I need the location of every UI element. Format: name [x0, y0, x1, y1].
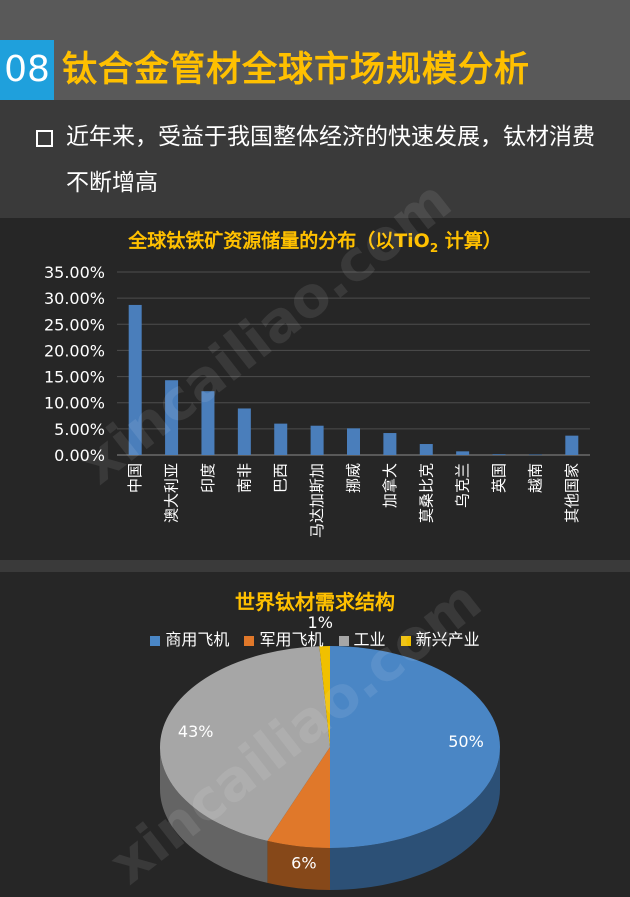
bar: [492, 454, 506, 455]
x-tick-label: 越南: [526, 463, 544, 493]
legend-swatch: [400, 635, 411, 646]
bar: [383, 433, 397, 455]
pie-slice: [160, 646, 330, 841]
y-tick-label: 0.00%: [54, 446, 105, 465]
pie-data-label: 6%: [291, 853, 316, 872]
y-tick-label: 35.00%: [44, 263, 105, 282]
bar: [310, 425, 324, 455]
intro-text: 近年来，受益于我国整体经济的快速发展，钛材消费不断增高: [66, 124, 595, 196]
bar: [419, 444, 433, 455]
legend-item-military: 军用飞机: [244, 626, 323, 650]
y-tick-label: 15.00%: [44, 368, 105, 387]
x-tick-label: 南非: [235, 463, 253, 493]
bar-chart-title-subscript: 2: [429, 240, 439, 255]
x-tick-label: 其他国家: [563, 463, 581, 523]
bar-chart-title-end: 计算）: [438, 230, 502, 252]
pie-data-label: 43%: [178, 722, 214, 741]
pie-data-label: 1%: [308, 613, 333, 632]
pie-slice-side: [160, 747, 268, 883]
bar-chart-panel: 0.00% 5.00% 10.00% 15.00% 20.00% 25.00% 30.00%…: [0, 218, 630, 558]
bar: [565, 435, 579, 455]
bar: [347, 428, 360, 455]
legend-label: 工业: [353, 630, 386, 649]
y-tick-label: 30.00%: [44, 289, 105, 308]
x-tick-label: 挪威: [345, 463, 363, 493]
y-tick-label: 20.00%: [44, 341, 105, 360]
pie-chart: 50% 6% 43% 1%: [160, 613, 500, 890]
x-tick-label: 马达加斯加: [308, 463, 326, 538]
bar: [274, 423, 288, 455]
pie-chart-title: 世界钛材需求结构: [235, 590, 395, 614]
bar-chart: 0.00% 5.00% 10.00% 15.00% 20.00% 25.00% 30.00%…: [44, 263, 590, 538]
bar: [237, 408, 251, 455]
legend-label: 军用飞机: [259, 630, 324, 649]
bar: [528, 454, 542, 456]
header-bar: 08 钛合金管材全球市场规模分析: [0, 0, 630, 100]
bar-chart-title: 全球钛铁矿资源储量的分布（以TiO2 计算）: [0, 226, 630, 255]
bar: [201, 391, 215, 455]
legend-item-industry: 工业: [338, 626, 386, 650]
legend-item-emerging: 新兴产业: [400, 626, 480, 650]
legend-swatch: [150, 635, 161, 646]
y-tick-label: 5.00%: [54, 420, 105, 439]
x-tick-label: 乌克兰: [454, 463, 472, 508]
pie-slice: [319, 646, 330, 747]
legend-label: 新兴产业: [415, 630, 480, 649]
pie-chart-panel: 50% 6% 43% 1% 世界钛材需求结构 商用飞机 军用飞机 工业 新兴产业: [0, 572, 630, 896]
y-tick-label: 10.00%: [44, 394, 105, 413]
legend-item-commercial: 商用飞机: [150, 626, 229, 650]
x-tick-label: 莫桑比克: [417, 463, 435, 523]
bar: [165, 380, 179, 455]
x-tick-label: 中国: [126, 463, 144, 493]
pie-slice-side: [267, 840, 330, 890]
square-bullet-icon: [36, 130, 53, 147]
y-tick-label: 25.00%: [44, 315, 105, 334]
x-tick-label: 巴西: [272, 463, 290, 493]
bar: [456, 451, 470, 455]
section-divider: [0, 560, 630, 572]
bar-chart-title-main: 全球钛铁矿资源储量的分布（以TiO: [128, 230, 430, 252]
pie-slice-side: [330, 747, 500, 890]
page-title: 钛合金管材全球市场规模分析: [62, 50, 531, 90]
pie-legend: 商用飞机 军用飞机 工业 新兴产业: [0, 626, 630, 650]
legend-label: 商用飞机: [165, 630, 230, 649]
legend-swatch: [338, 635, 349, 646]
pie-slice: [267, 747, 330, 848]
x-tick-label: 澳大利亚: [163, 463, 181, 523]
pie-data-label: 50%: [448, 732, 484, 751]
section-number: 08: [0, 40, 54, 100]
x-tick-label: 英国: [490, 463, 508, 493]
x-tick-label: 加拿大: [381, 463, 399, 508]
intro-panel: 近年来，受益于我国整体经济的快速发展，钛材消费不断增高: [0, 100, 630, 218]
legend-swatch: [244, 635, 255, 646]
pie-slice: [330, 646, 500, 848]
x-tick-label: 印度: [199, 463, 217, 493]
bar: [128, 304, 142, 455]
